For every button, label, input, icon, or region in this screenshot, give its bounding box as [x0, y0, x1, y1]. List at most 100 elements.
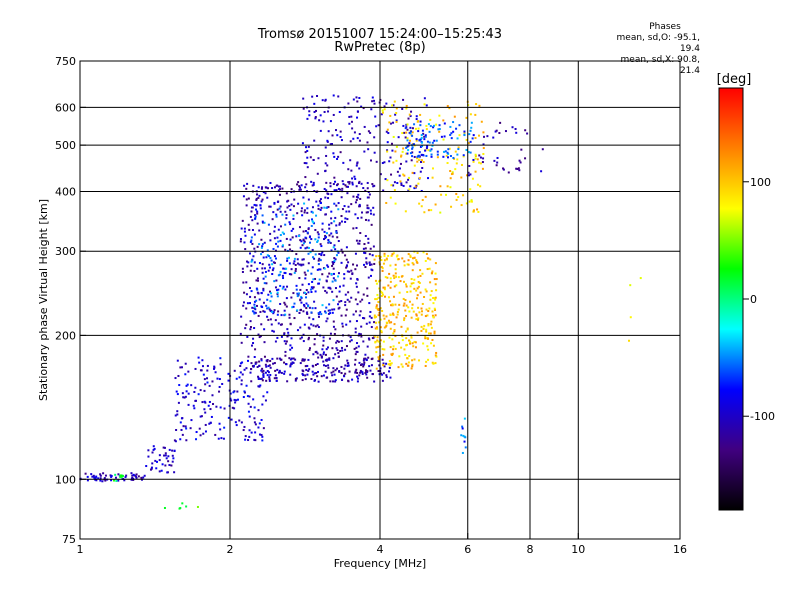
data-point — [322, 344, 325, 347]
data-point — [355, 350, 358, 353]
data-point — [314, 116, 317, 119]
data-point — [259, 207, 262, 210]
data-point — [452, 121, 455, 124]
data-point — [375, 315, 378, 318]
data-point — [470, 126, 473, 129]
data-point — [267, 318, 270, 321]
data-point — [232, 391, 235, 394]
data-point — [425, 252, 428, 255]
data-point — [303, 209, 306, 212]
data-point — [335, 224, 338, 227]
data-point — [353, 175, 356, 178]
data-point — [334, 353, 337, 356]
data-point — [318, 268, 321, 271]
data-point — [260, 246, 263, 249]
data-point — [416, 331, 419, 334]
data-point — [268, 263, 271, 266]
data-point — [246, 359, 249, 362]
data-point — [120, 475, 123, 478]
data-point — [333, 244, 336, 247]
data-point — [361, 211, 364, 214]
stats-x-line: mean, sd,X: 90.8, 21.4 — [620, 55, 700, 76]
data-point — [203, 389, 206, 392]
data-point — [398, 341, 401, 344]
data-point — [130, 477, 133, 480]
data-point — [90, 473, 93, 476]
data-point — [258, 194, 261, 197]
data-point — [265, 304, 268, 307]
data-point — [171, 454, 174, 457]
data-point — [202, 432, 205, 435]
data-point — [259, 377, 262, 380]
data-point — [339, 135, 342, 138]
data-point — [289, 358, 292, 361]
data-point — [405, 314, 408, 317]
data-point — [337, 251, 340, 254]
data-point — [344, 301, 347, 304]
data-point — [166, 471, 169, 474]
data-point — [432, 126, 435, 129]
data-point — [405, 304, 408, 307]
data-point — [358, 314, 361, 317]
data-point — [253, 203, 256, 206]
data-point — [363, 357, 366, 360]
data-point — [247, 223, 250, 226]
data-point — [384, 325, 387, 328]
data-point — [517, 167, 520, 170]
data-point — [408, 310, 411, 313]
data-point — [206, 381, 209, 384]
data-point — [629, 316, 632, 319]
data-point — [171, 460, 174, 463]
data-point — [338, 306, 341, 309]
data-point — [275, 377, 278, 380]
data-point — [329, 380, 332, 383]
data-point — [261, 367, 264, 370]
data-point — [204, 401, 207, 404]
data-point — [394, 272, 397, 275]
data-point — [240, 383, 243, 386]
data-point — [464, 446, 467, 449]
data-point — [383, 317, 386, 320]
data-point — [273, 225, 276, 228]
data-point — [393, 277, 396, 280]
data-point — [259, 204, 262, 207]
data-point — [413, 250, 416, 253]
data-point — [331, 280, 334, 283]
data-point — [327, 286, 330, 289]
data-point — [288, 243, 291, 246]
data-point — [285, 363, 288, 366]
data-point — [292, 205, 295, 208]
data-point — [389, 313, 392, 316]
data-point — [392, 332, 395, 335]
data-point — [244, 248, 247, 251]
data-point — [296, 292, 299, 295]
data-point — [409, 342, 412, 345]
data-point — [260, 418, 263, 421]
data-point — [268, 308, 271, 311]
data-point — [258, 422, 261, 425]
data-point — [301, 358, 304, 361]
data-point — [244, 438, 247, 441]
data-point — [412, 282, 415, 285]
data-point — [502, 167, 505, 170]
data-point — [125, 474, 128, 477]
data-point — [418, 202, 421, 205]
data-point — [332, 152, 335, 155]
data-point — [259, 384, 262, 387]
data-point — [268, 376, 271, 379]
data-point — [418, 177, 421, 180]
colorbar-tick-label: 100 — [750, 176, 771, 189]
data-point — [373, 136, 376, 139]
data-point — [343, 205, 346, 208]
data-point — [221, 382, 224, 385]
data-point — [268, 266, 271, 269]
data-point — [390, 173, 393, 176]
data-point — [409, 255, 412, 258]
data-point — [195, 431, 198, 434]
data-point — [308, 368, 311, 371]
data-point — [291, 361, 294, 364]
data-point — [315, 200, 318, 203]
data-point — [241, 267, 244, 270]
data-point — [267, 223, 270, 226]
data-point — [286, 285, 289, 288]
